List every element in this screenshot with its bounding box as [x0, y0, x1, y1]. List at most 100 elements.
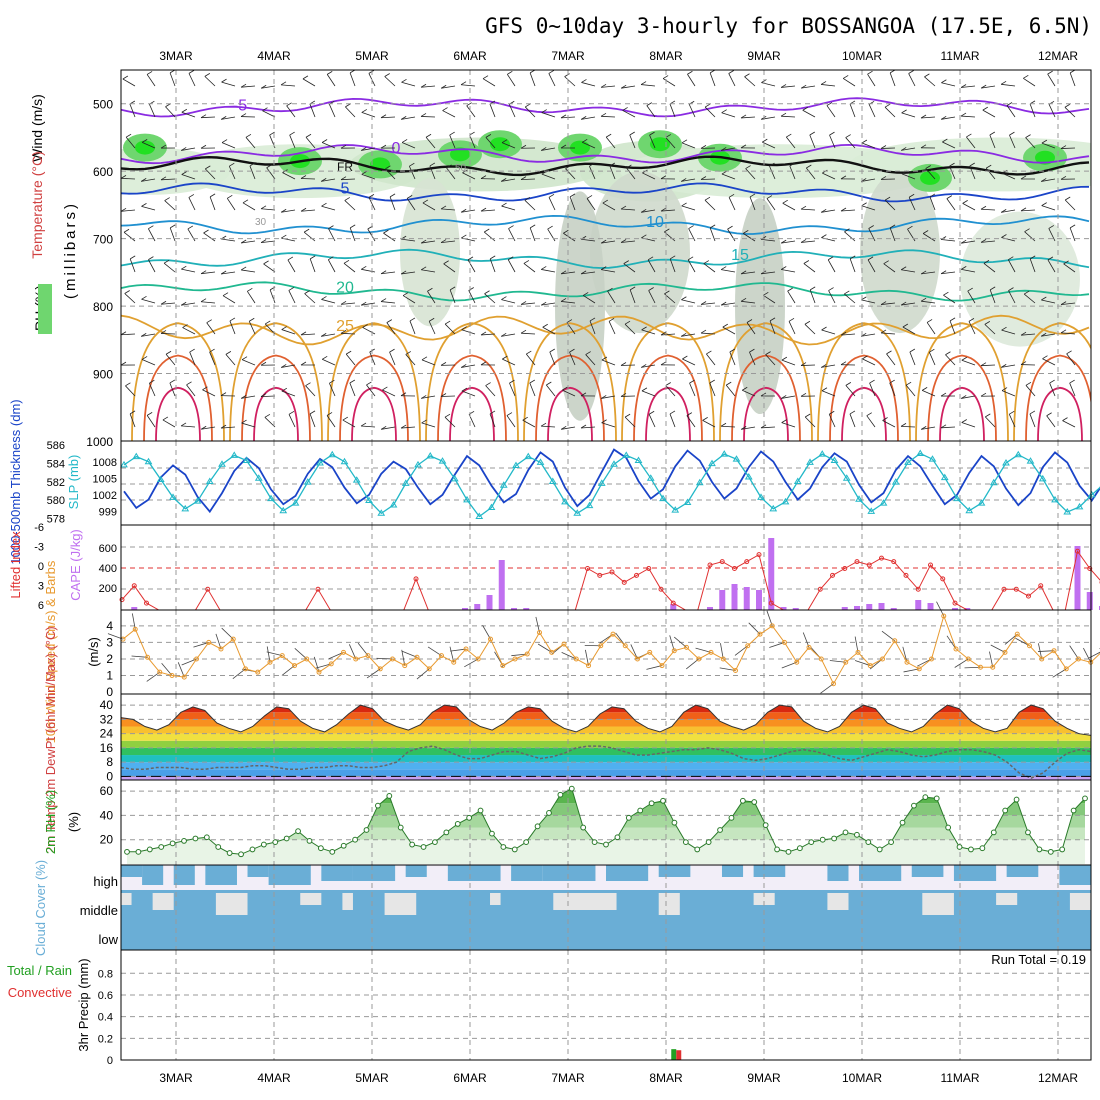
- wind-barb-flag: [1049, 379, 1055, 384]
- wind-barb: [340, 178, 356, 181]
- high-cloud-block: [859, 865, 902, 881]
- wind-barb: [801, 208, 816, 211]
- wind-barb-flag: [200, 425, 207, 430]
- wind-barb: [241, 269, 256, 273]
- wind-barb: [789, 165, 796, 180]
- wind-barb-flag: [926, 319, 933, 323]
- wind-barb-flag: [461, 326, 467, 331]
- wind-barb: [525, 353, 536, 366]
- wind-barb-flag: [446, 164, 452, 169]
- wind-barb-flag: [389, 193, 396, 198]
- wind-barb-flag: [541, 266, 547, 270]
- wind-barb: [466, 105, 476, 118]
- wind-barb-flag: [382, 386, 388, 391]
- li-point: [646, 566, 652, 571]
- wind-barb-flag: [1023, 74, 1029, 79]
- wind-barb: [188, 73, 196, 87]
- wind-barb: [829, 134, 836, 149]
- wind-barb: [1009, 134, 1016, 149]
- wind-barb: [241, 85, 256, 88]
- wind-barb-flag: [622, 107, 628, 111]
- wind-speed-point: [512, 656, 518, 662]
- wind-barb-flag: [745, 165, 751, 169]
- wind-barb-flag: [340, 329, 347, 334]
- wind-barb-flag: [484, 290, 490, 295]
- surface-isotherm-loop: [841, 386, 887, 441]
- wind-barb: [809, 134, 816, 149]
- rh-point: [1070, 807, 1077, 814]
- wind-barb-flag: [727, 225, 733, 230]
- wind-barb-flag: [422, 199, 429, 204]
- wind-barb-flag: [181, 108, 188, 113]
- surface-wind-barb: [146, 671, 160, 682]
- wind-barb-flag: [827, 256, 834, 261]
- wind-barb-flag: [703, 260, 710, 264]
- wind-barb-flag: [980, 362, 987, 367]
- slp-point: [940, 473, 949, 481]
- li-point: [1013, 586, 1019, 592]
- wind-barb-flag: [1042, 355, 1048, 360]
- wind-barb-flag: [601, 419, 607, 424]
- wind-barb-flag: [368, 70, 375, 74]
- li-point: [609, 569, 615, 575]
- wind-barb: [548, 197, 556, 211]
- high-cloud-block: [827, 865, 849, 881]
- wind-barb: [809, 289, 816, 304]
- wind-barb: [489, 258, 496, 273]
- wind-barb: [801, 85, 816, 89]
- wind-barb: [1006, 105, 1016, 118]
- wind-barb-flag: [804, 320, 811, 325]
- wind-barb-flag: [700, 145, 707, 149]
- slp-point: [205, 477, 214, 484]
- li-point: [1087, 566, 1093, 571]
- wind-barb: [1001, 83, 1016, 87]
- wind-barb-flag: [524, 196, 531, 201]
- wind-barb-flag: [840, 175, 847, 180]
- wind-tick-label: 1: [106, 668, 113, 682]
- wind-barb-flag: [660, 361, 667, 366]
- wind-barb: [563, 232, 576, 242]
- wind-speed-point: [831, 681, 836, 687]
- wind-barb: [681, 299, 696, 304]
- wind-barb-flag: [709, 224, 716, 229]
- surface-wind-barb: [357, 642, 369, 656]
- wind-barb: [822, 172, 836, 180]
- wind-barb-flag: [300, 207, 307, 212]
- wind-barb: [866, 415, 876, 428]
- wind-barb: [662, 78, 676, 87]
- surface-wind-barb: [449, 646, 455, 663]
- wind-barb-flag: [340, 144, 347, 149]
- wind-barb: [1063, 263, 1076, 273]
- rh-point: [226, 850, 233, 856]
- cloud-ylabel: Cloud Cover (%): [33, 860, 48, 956]
- temp-ylabel: 2m Temp 2m DewPt (6hr Min/Max) (°C): [43, 626, 58, 853]
- wind-tick-label: 3: [106, 635, 113, 649]
- surface-wind-barb: [348, 644, 357, 660]
- wind-barb: [949, 165, 956, 180]
- wind-barb: [985, 416, 996, 428]
- wind-barb: [709, 227, 716, 242]
- wind-barb-flag: [629, 131, 635, 136]
- slp-point: [585, 501, 594, 509]
- surface-wind-barb: [131, 655, 148, 658]
- wind-barb-flag: [726, 381, 732, 386]
- wind-barb-flag: [1063, 260, 1069, 265]
- wind-barb-flag: [728, 193, 735, 198]
- wind-speed-point: [867, 663, 873, 669]
- rh-point: [933, 795, 940, 802]
- surface-isotherm-loop: [241, 354, 311, 441]
- rh-point: [283, 835, 290, 842]
- wind-barb-flag: [121, 207, 127, 212]
- surface-isotherm-loop: [719, 322, 813, 441]
- cape-bar: [511, 608, 517, 610]
- wind-barb: [444, 416, 456, 428]
- wind-barb: [326, 415, 336, 428]
- wind-barb-flag: [907, 225, 913, 230]
- wind-barb: [405, 354, 416, 366]
- wind-barb-flag: [501, 296, 507, 300]
- surface-isotherm-loop: [155, 386, 201, 441]
- rh-very-high-shading: [135, 140, 155, 155]
- wind-barb-flag: [986, 164, 992, 169]
- wind-barb: [209, 351, 216, 366]
